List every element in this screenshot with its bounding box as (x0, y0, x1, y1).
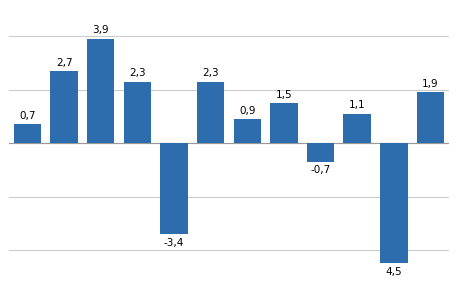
Bar (87, 39, 114, 143)
Bar (380, 143, 408, 263)
Bar (160, 143, 188, 234)
Bar (270, 103, 298, 143)
Bar (344, 114, 371, 143)
Bar (307, 143, 334, 162)
Bar (234, 119, 261, 143)
Text: 1,5: 1,5 (276, 90, 292, 99)
Text: 0,9: 0,9 (239, 106, 256, 116)
Text: 2,3: 2,3 (129, 68, 146, 78)
Bar (14, 124, 41, 143)
Text: 1,9: 1,9 (422, 79, 439, 89)
Text: 4,5: 4,5 (386, 267, 402, 277)
Bar (417, 92, 444, 143)
Bar (50, 71, 78, 143)
Text: -3,4: -3,4 (164, 238, 184, 247)
Text: 1,1: 1,1 (349, 100, 365, 110)
Text: -0,7: -0,7 (311, 165, 331, 175)
Text: 0,7: 0,7 (19, 111, 36, 121)
Text: 2,3: 2,3 (202, 68, 219, 78)
Text: 3,9: 3,9 (93, 26, 109, 35)
Bar (197, 82, 224, 143)
Bar (124, 82, 151, 143)
Text: 2,7: 2,7 (56, 58, 72, 67)
